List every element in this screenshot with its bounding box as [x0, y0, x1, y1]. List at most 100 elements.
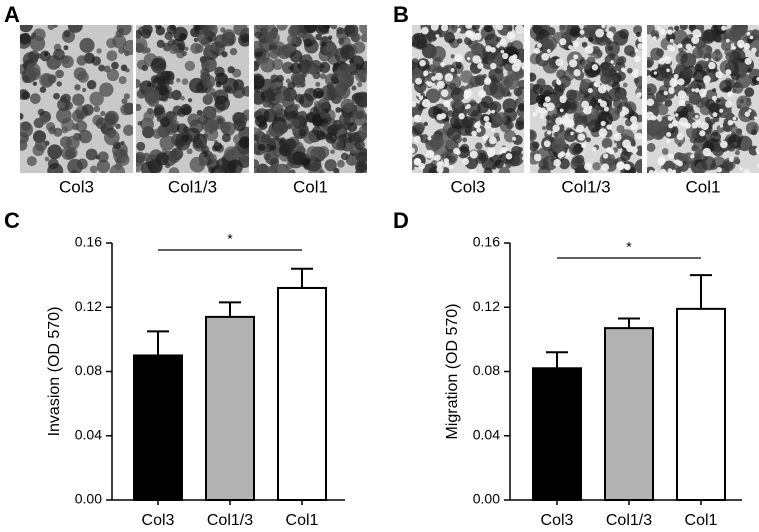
- cell: [542, 125, 547, 131]
- pore: [690, 154, 695, 159]
- pore: [597, 85, 607, 94]
- cell: [31, 32, 37, 38]
- x-tick-label: Col3: [541, 512, 574, 529]
- cell: [419, 134, 430, 144]
- cell: [262, 99, 271, 108]
- cell: [269, 48, 280, 60]
- cell: [233, 25, 248, 36]
- cell: [591, 45, 601, 55]
- cell: [462, 137, 467, 143]
- cell: [319, 73, 327, 80]
- cell: [289, 49, 303, 63]
- cell: [318, 98, 330, 110]
- cell: [340, 44, 355, 60]
- pore: [413, 114, 422, 123]
- cell: [125, 68, 130, 73]
- cell: [620, 150, 631, 162]
- pore: [476, 127, 482, 133]
- cell: [82, 104, 94, 116]
- cell: [285, 138, 297, 150]
- cell: [601, 62, 616, 78]
- cell: [181, 78, 189, 85]
- pore: [557, 152, 564, 159]
- cell: [196, 29, 213, 45]
- cell: [96, 159, 111, 173]
- cell: [254, 144, 260, 155]
- cell: [303, 131, 316, 144]
- panel-letter: D: [393, 208, 409, 233]
- cell: [265, 30, 280, 46]
- cell: [507, 150, 524, 167]
- cell: [152, 128, 163, 139]
- cell: [733, 156, 740, 163]
- cell: [98, 64, 106, 72]
- cell: [75, 120, 88, 133]
- cell: [613, 65, 618, 71]
- cell: [193, 37, 199, 43]
- cell: [412, 165, 415, 171]
- cell: [168, 167, 180, 173]
- pore: [486, 147, 496, 157]
- pore: [601, 25, 606, 29]
- cell: [89, 165, 98, 173]
- cell: [223, 146, 240, 162]
- pore: [454, 53, 463, 63]
- cell: [321, 41, 327, 47]
- cell: [448, 82, 457, 91]
- pore: [434, 72, 443, 81]
- cell: [141, 64, 149, 72]
- pore: [467, 57, 471, 61]
- pore: [616, 161, 625, 170]
- cell: [614, 92, 622, 100]
- cell: [46, 55, 62, 70]
- cell: [201, 74, 216, 89]
- cell: [513, 87, 523, 97]
- pore: [584, 45, 594, 54]
- micrograph: [412, 25, 524, 173]
- pore: [581, 100, 590, 109]
- bar: [604, 327, 654, 501]
- cell: [79, 37, 95, 53]
- cell: [337, 159, 345, 168]
- cell: [136, 37, 148, 52]
- pore: [630, 115, 638, 123]
- pore: [703, 75, 711, 84]
- pore: [667, 29, 673, 35]
- cell: [207, 119, 220, 132]
- pore: [692, 29, 702, 38]
- panel-letter: B: [393, 2, 409, 27]
- pore: [669, 78, 678, 88]
- cell: [278, 138, 286, 146]
- cell: [330, 74, 339, 83]
- cell: [517, 103, 524, 112]
- pore: [471, 130, 477, 137]
- cell: [654, 102, 660, 108]
- pore: [653, 71, 658, 75]
- cell: [254, 90, 266, 105]
- pore: [695, 114, 699, 119]
- pore: [440, 89, 449, 97]
- cell: [275, 93, 286, 104]
- pore: [413, 135, 421, 143]
- cell: [187, 98, 193, 103]
- pore: [725, 100, 733, 108]
- cell: [78, 129, 93, 144]
- pore: [691, 88, 695, 92]
- cell: [572, 145, 581, 155]
- cell: [345, 153, 359, 166]
- cell: [210, 154, 217, 161]
- cell: [275, 106, 280, 111]
- cell: [142, 152, 152, 162]
- pore: [502, 52, 509, 60]
- pore: [732, 45, 736, 50]
- cell: [289, 169, 296, 173]
- cell: [351, 85, 357, 91]
- pore: [546, 130, 552, 135]
- cell: [350, 32, 361, 43]
- pore: [450, 67, 455, 72]
- pore: [500, 146, 508, 154]
- cell: [734, 150, 740, 156]
- cell: [518, 147, 523, 152]
- pore: [506, 31, 516, 40]
- cell: [232, 85, 246, 99]
